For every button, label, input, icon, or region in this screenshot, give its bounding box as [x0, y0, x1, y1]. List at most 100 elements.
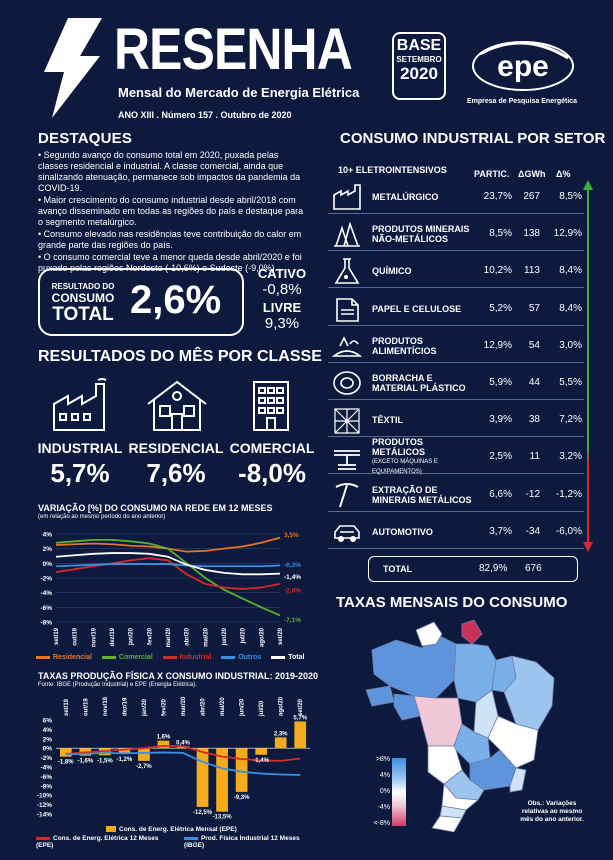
textile-icon	[334, 408, 360, 434]
resultado-label-2: CONSUMO	[51, 291, 115, 305]
x-tick-label: set/20	[278, 627, 284, 645]
y-tick-label: -14%	[37, 812, 52, 819]
lightning-bolt-icon	[44, 18, 102, 118]
line-chart-title: VARIAÇÃO [%] DO CONSUMO NA REDE EM 12 ME…	[38, 503, 273, 513]
bar-label: -1,4%	[253, 758, 269, 764]
legend-item: Prod. Física Industrial 12 Meses (IBGE)	[183, 835, 318, 849]
setor-title: CONSUMO INDUSTRIAL POR SETOR	[340, 130, 606, 147]
map-region-rs	[431, 815, 463, 832]
bar	[216, 748, 228, 812]
cativo-value: -0,8%	[262, 281, 302, 298]
sector-row: EXTRAÇÃO DE MINERAIS METÁLICOS 6,6% -12 …	[328, 478, 584, 512]
legend-item: Outros	[221, 654, 261, 661]
bar-label: -1,8%	[58, 760, 74, 766]
x-tick-label: mai/20	[220, 697, 226, 716]
class-name: COMERCIAL	[229, 440, 315, 456]
bar-chart-title: TAXAS PRODUÇÃO FÍSICA X CONSUMO INDUSTRI…	[38, 671, 319, 681]
sector-gwh: 267	[523, 191, 540, 202]
tire-icon	[333, 371, 361, 395]
legend-swatch	[36, 655, 50, 659]
legend-label: Cons. de Energ. Elétrica Mensal (EPE)	[119, 826, 237, 833]
series-line	[65, 751, 301, 776]
sector-name: AUTOMOTIVO	[372, 526, 433, 537]
legend-swatch	[271, 655, 286, 659]
bar-chart-subtitle: Fonte: IBGE (Produção Industrial) e EPE …	[38, 682, 197, 688]
col-pct: Δ%	[556, 169, 571, 179]
x-tick-label: dez/19	[110, 627, 116, 646]
legend-label: Industrial	[179, 654, 212, 661]
destaque-item: • Segundo avanço do consumo total em 202…	[38, 150, 301, 193]
logo-caption: Empresa de Pesquisa Energética	[466, 98, 578, 105]
resultado-box: RESULTADO DO CONSUMO TOTAL 2,6%	[38, 268, 244, 336]
map-region-amapa	[461, 620, 483, 645]
livre-label: LIVRE	[262, 300, 302, 315]
sector-partic: 6,6%	[489, 488, 512, 500]
bar-label: 5,7%	[293, 715, 307, 721]
bar	[255, 748, 268, 755]
bar-label: -2,7%	[136, 764, 152, 770]
destaques-list: • Segundo avanço do consumo total em 202…	[38, 150, 310, 275]
bar-label: -1,2%	[117, 757, 133, 763]
sector-pct: 8,5%	[559, 191, 582, 202]
legend-label: <-8%	[373, 820, 390, 827]
y-tick-label: -2%	[40, 755, 52, 762]
sector-partic: 5,9%	[489, 377, 512, 388]
x-tick-label: set/19	[54, 627, 60, 645]
brazil-map	[366, 620, 555, 832]
bar	[294, 721, 307, 749]
col-sector: 10+ ELETROINTENSIVOS	[338, 165, 447, 175]
map-region-bahia	[487, 715, 539, 769]
legend-item: Industrial	[162, 654, 212, 661]
map-region-acre	[366, 685, 395, 707]
sector-gwh: 54	[528, 339, 540, 351]
class-industrial: INDUSTRIAL 5,7%	[30, 440, 130, 489]
y-tick-label: -10%	[37, 793, 52, 800]
bar	[196, 748, 209, 807]
x-tick-label: jun/20	[222, 627, 228, 646]
bar-label: 0,4%	[176, 740, 190, 746]
classes-title: RESULTADOS DO MÊS POR CLASSE	[38, 348, 322, 365]
legend-label: Comercial	[118, 654, 153, 661]
page-subtitle: Mensal do Mercado de Energia Elétrica	[118, 85, 360, 100]
livre-value: 9,3%	[264, 315, 300, 332]
bar	[235, 748, 248, 792]
sector-name: PAPEL E CELULOSE	[372, 303, 462, 314]
trend-arrow	[583, 180, 593, 552]
x-tick-label: out/19	[83, 698, 89, 716]
sector-row: PAPEL E CELULOSE 5,2% 57 8,4%	[328, 292, 584, 326]
sector-pct: 8,4%	[559, 302, 582, 314]
sector-pct: -1,2%	[555, 488, 582, 500]
x-tick-label: abr/20	[185, 627, 191, 645]
sector-partic: 23,7%	[483, 191, 512, 202]
legend-label: 4%	[379, 772, 390, 779]
resultado-value: 2,6%	[130, 278, 222, 322]
end-label: -7,1%	[284, 617, 301, 624]
edition-info: ANO XIII . Número 157 . Outubro de 2020	[118, 110, 292, 120]
legend-item: Total	[271, 654, 304, 661]
bar	[59, 748, 72, 757]
y-tick-label: -8%	[40, 620, 52, 627]
series-line	[55, 552, 281, 576]
sector-row: BORRACHA E MATERIAL PLÁSTICO 5,9% 44 5,5…	[328, 366, 584, 400]
bar	[177, 746, 189, 749]
steel-beam-icon	[334, 450, 360, 471]
x-tick-label: jan/20	[129, 627, 135, 646]
x-tick-label: mai/20	[203, 627, 209, 646]
legend-label: Cons. de Energ. Elétrica 12 Meses (EPE)	[36, 835, 159, 849]
office-building-icon	[253, 381, 289, 431]
total-label: TOTAL	[383, 564, 413, 574]
destaque-item: • Consumo elevado nas residências teve c…	[38, 229, 302, 250]
sector-row: QUÍMICO 10,2% 113 8,4%	[328, 254, 584, 289]
sector-pct: 12,9%	[553, 228, 582, 240]
y-tick-label: -8%	[40, 783, 52, 790]
y-tick-label: 2%	[43, 546, 53, 553]
sector-gwh: -12	[525, 488, 540, 500]
page-title: RESENHA	[114, 17, 353, 82]
end-label: 3,5%	[284, 532, 299, 539]
paper-icon	[336, 297, 359, 322]
map-region-mato-grosso	[413, 695, 463, 747]
line-chart-legend: Residencial Comercial Industrial Outros Tota…	[36, 654, 318, 661]
sector-name: QUÍMICO	[372, 266, 412, 277]
legend-item: Cons. de Energ. Elétrica 12 Meses (EPE)	[36, 835, 174, 849]
y-tick-label: -6%	[40, 774, 52, 781]
